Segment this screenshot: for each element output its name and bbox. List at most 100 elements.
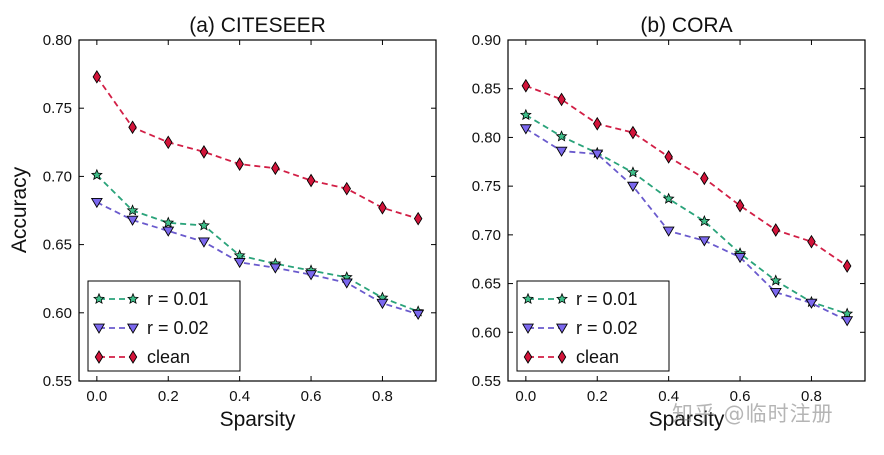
data-point-r001 bbox=[555, 130, 568, 142]
data-point-r002 bbox=[841, 316, 854, 327]
data-point-r001 bbox=[198, 219, 210, 231]
legend-label: r = 0.02 bbox=[147, 318, 209, 338]
data-point-clean bbox=[199, 144, 209, 159]
data-point-r001 bbox=[162, 216, 175, 228]
legend-marker-clean bbox=[128, 350, 138, 364]
data-point-r002 bbox=[197, 237, 210, 248]
chart-title: (b) CORA bbox=[640, 14, 732, 37]
data-point-r002 bbox=[698, 236, 711, 247]
x-tick-label: 0.4 bbox=[229, 388, 250, 405]
x-tick-label: 0.2 bbox=[587, 388, 608, 405]
y-tick-label: 0.65 bbox=[472, 276, 501, 293]
x-axis-label: Sparsity bbox=[220, 408, 296, 431]
series-clean bbox=[521, 78, 852, 273]
y-tick-label: 0.65 bbox=[43, 237, 72, 254]
y-tick-label: 0.75 bbox=[43, 100, 72, 117]
series-line-r001 bbox=[96, 174, 419, 313]
x-tick-label: 0.0 bbox=[86, 388, 107, 405]
data-point-r001 bbox=[90, 168, 103, 181]
x-tick-label: 0.0 bbox=[515, 388, 536, 405]
data-point-r002 bbox=[555, 146, 568, 157]
data-point-clean bbox=[235, 157, 244, 171]
data-point-clean bbox=[557, 92, 566, 107]
data-point-clean bbox=[593, 116, 602, 131]
x-tick-label: 0.4 bbox=[658, 388, 679, 405]
y-axis-label: Accuracy bbox=[8, 166, 31, 253]
data-point-r002 bbox=[233, 257, 246, 269]
legend-marker-r001 bbox=[93, 292, 105, 305]
y-tick-label: 0.70 bbox=[43, 168, 72, 185]
data-point-r002 bbox=[591, 149, 604, 160]
series-line-r002 bbox=[525, 127, 848, 322]
y-tick-label: 0.80 bbox=[472, 129, 501, 146]
data-point-clean bbox=[342, 181, 351, 196]
legend-marker-r002 bbox=[522, 323, 534, 334]
data-point-r001 bbox=[662, 192, 675, 204]
x-axis-label: Sparsity bbox=[649, 408, 725, 431]
data-point-r002 bbox=[162, 226, 175, 237]
legend-marker-r002 bbox=[93, 323, 105, 334]
series-r002 bbox=[519, 124, 854, 327]
series-line-r002 bbox=[96, 201, 419, 316]
legend-marker-r001 bbox=[522, 292, 534, 305]
data-point-clean bbox=[92, 69, 102, 84]
x-tick-label: 0.6 bbox=[730, 388, 751, 405]
chart-title: (a) CITESEER bbox=[189, 14, 326, 37]
data-point-clean bbox=[306, 173, 316, 188]
data-point-clean bbox=[664, 150, 673, 164]
data-point-r001 bbox=[126, 204, 139, 216]
y-tick-label: 0.55 bbox=[43, 373, 72, 390]
data-point-clean bbox=[413, 211, 423, 226]
legend-label: r = 0.01 bbox=[576, 289, 638, 309]
data-point-r002 bbox=[376, 298, 389, 310]
data-point-clean bbox=[378, 200, 387, 215]
series-clean bbox=[92, 69, 423, 226]
x-tick-label: 0.6 bbox=[301, 388, 322, 405]
y-tick-label: 0.90 bbox=[472, 32, 501, 49]
data-point-clean bbox=[164, 135, 173, 150]
legend: r = 0.01 r = 0.02 clean bbox=[516, 280, 670, 372]
chart-panel-1: (a) CITESEER 0.0 0.2 0.4 0.6 0.8 0.55 0.60 0.65 0… bbox=[43, 14, 437, 431]
data-point-r002 bbox=[305, 270, 318, 281]
legend-label: clean bbox=[147, 347, 190, 367]
data-point-clean bbox=[128, 120, 137, 135]
data-point-clean bbox=[735, 198, 745, 213]
legend-box bbox=[516, 280, 670, 372]
legend-marker-r001 bbox=[556, 292, 568, 305]
legend-marker-clean bbox=[94, 350, 104, 364]
data-point-r001 bbox=[698, 214, 711, 227]
legend-label: r = 0.02 bbox=[576, 318, 638, 338]
data-point-r002 bbox=[626, 181, 639, 192]
data-point-r002 bbox=[519, 124, 532, 135]
legend: r = 0.01 r = 0.02 clean bbox=[87, 280, 241, 372]
data-point-clean bbox=[271, 161, 280, 176]
data-point-clean bbox=[700, 171, 709, 186]
x-tick-label: 0.8 bbox=[372, 388, 393, 405]
legend-label: r = 0.01 bbox=[147, 289, 209, 309]
data-point-r002 bbox=[805, 298, 818, 309]
y-tick-label: 0.70 bbox=[472, 227, 501, 244]
data-point-clean bbox=[842, 259, 852, 273]
watermark-text: 知乎 @临时注册 bbox=[672, 402, 834, 426]
legend-marker-r002 bbox=[556, 323, 568, 334]
x-tick-label: 0.8 bbox=[801, 388, 822, 405]
data-point-r002 bbox=[90, 197, 103, 209]
data-point-clean bbox=[771, 223, 780, 237]
data-point-clean bbox=[521, 78, 531, 93]
data-point-clean bbox=[807, 234, 816, 249]
legend-marker-r001 bbox=[127, 292, 139, 305]
data-point-r002 bbox=[734, 252, 747, 264]
data-point-r002 bbox=[769, 287, 782, 299]
y-tick-label: 0.60 bbox=[472, 324, 501, 341]
plot-frame bbox=[507, 39, 866, 382]
data-point-r001 bbox=[233, 249, 246, 261]
series-line-clean bbox=[96, 76, 419, 220]
chart-panel-2: (b) CORA 0.0 0.2 0.4 0.6 0.8 0.55 0.60 0.65 0.70 0… bbox=[472, 14, 866, 431]
legend-marker-clean bbox=[557, 350, 567, 364]
data-point-r002 bbox=[269, 263, 282, 274]
y-tick-label: 0.60 bbox=[43, 305, 72, 322]
data-point-r002 bbox=[340, 278, 353, 289]
legend-marker-clean bbox=[523, 350, 533, 364]
data-point-r001 bbox=[769, 274, 782, 286]
